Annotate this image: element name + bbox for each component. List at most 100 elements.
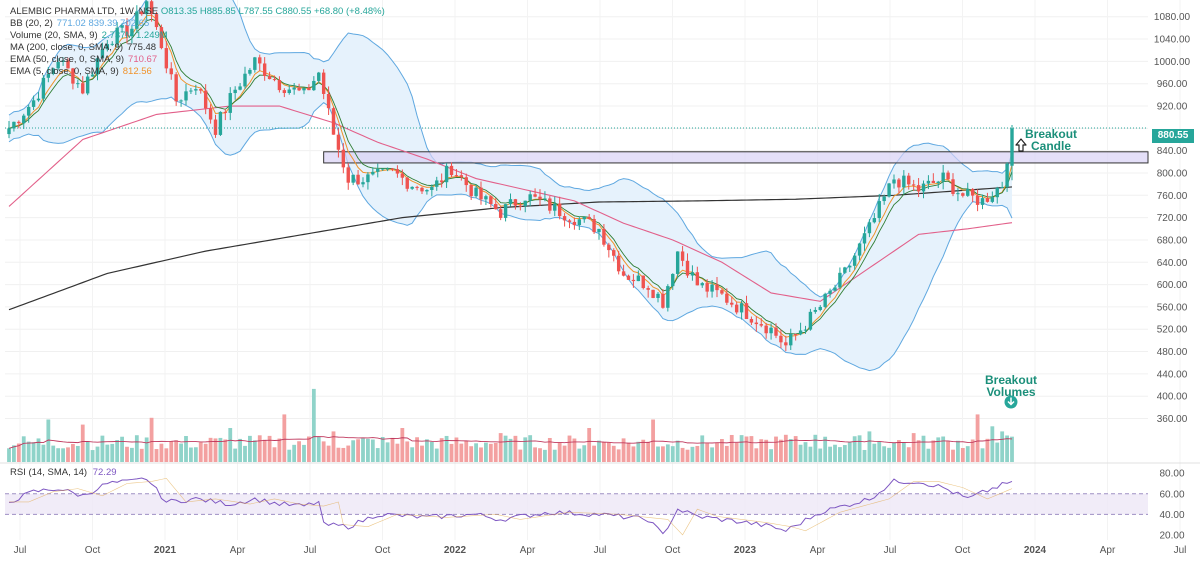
volume-bar (936, 437, 941, 462)
volume-bar (493, 442, 498, 462)
candle (144, 1, 149, 15)
candle (798, 330, 803, 335)
volume-bar (783, 434, 788, 462)
volume-bar (429, 441, 434, 462)
rsi-tick-label: 80.00 (1159, 469, 1184, 480)
volume-bar (734, 442, 739, 462)
candle (331, 108, 336, 135)
time-tick-label: Oct (85, 545, 101, 556)
candle (818, 306, 822, 310)
volume-bar (454, 437, 459, 462)
volume-bar (56, 448, 61, 462)
candle (81, 83, 85, 94)
candle (420, 187, 424, 192)
candle (26, 106, 31, 116)
last-price-label: 880.55 (1152, 129, 1194, 143)
volume-bar (597, 440, 601, 462)
candle (587, 216, 591, 219)
volume-bar (75, 445, 80, 462)
price-tick-label: 840.00 (1157, 146, 1188, 157)
volume-bar (813, 434, 818, 462)
volume-bar (449, 443, 454, 462)
candle (238, 86, 242, 90)
volume-ma-line (8, 436, 1013, 449)
breakout-zone (323, 151, 1149, 164)
volume-bar (764, 439, 769, 462)
bollinger-band-fill (9, 0, 1012, 371)
candle (892, 179, 896, 184)
volume-bar (798, 444, 803, 462)
volume-bar (970, 439, 975, 462)
volume-bar (272, 447, 277, 462)
price-tick-label: 960.00 (1157, 79, 1188, 90)
candle (385, 168, 390, 170)
volume-bar (336, 447, 341, 462)
candle (666, 286, 670, 308)
candle (975, 195, 980, 205)
volume-bar (744, 436, 749, 462)
volume-bar (626, 442, 631, 462)
candle (267, 75, 272, 80)
candle (695, 272, 700, 286)
volume-bar (518, 449, 523, 462)
rsi-legend[interactable]: RSI (14, SMA, 14) 72.29 (10, 467, 117, 478)
volume-bar (602, 441, 606, 462)
volume-bar (842, 445, 847, 462)
volume-bar (616, 449, 621, 462)
candle (464, 177, 468, 186)
candle (607, 244, 611, 251)
volume-bar (656, 446, 660, 462)
candle (538, 196, 542, 200)
volume-bar (631, 446, 636, 462)
volume-bar (567, 435, 572, 462)
candle (390, 168, 395, 170)
candle (503, 204, 508, 218)
price-tick-label: 480.00 (1157, 347, 1188, 358)
volume-bar (941, 436, 946, 462)
time-tick-label: Oct (955, 545, 971, 556)
candle (115, 27, 119, 44)
candle (857, 243, 862, 256)
volume-bar (498, 433, 503, 462)
candle (17, 121, 21, 124)
candle (646, 288, 650, 290)
volume-bar (557, 442, 562, 462)
candle (218, 111, 223, 135)
volume-bar (715, 442, 719, 462)
volume-bar (390, 437, 395, 462)
candle (22, 115, 26, 124)
volume-bar (12, 445, 16, 462)
candle (213, 119, 218, 135)
candle (956, 193, 960, 195)
candle (808, 311, 813, 330)
volume-bar (572, 438, 577, 462)
volume-bar (980, 448, 985, 462)
candle (651, 289, 655, 298)
candle (321, 72, 326, 94)
volume-bar (882, 446, 887, 462)
volume-bar (528, 435, 533, 462)
candle (508, 199, 513, 205)
candle (317, 72, 321, 81)
candle (46, 73, 51, 78)
candle (734, 304, 739, 313)
volume-bar (852, 436, 857, 462)
candle (641, 275, 645, 289)
candle (100, 49, 105, 59)
volume-bar (311, 388, 316, 462)
ema50-line (8, 105, 1013, 302)
time-tick-label: Jul (594, 545, 607, 556)
candle (621, 271, 626, 276)
volume-bar (793, 436, 798, 462)
candle (282, 90, 287, 94)
candle (572, 221, 577, 226)
candle (405, 177, 409, 189)
price-tick-label: 920.00 (1157, 102, 1188, 113)
time-tick-label: Oct (665, 545, 681, 556)
volume-bar (680, 447, 685, 462)
candle (76, 83, 80, 85)
time-tick-label: Oct (375, 545, 391, 556)
volume-bar (80, 424, 85, 462)
candle (675, 251, 680, 274)
